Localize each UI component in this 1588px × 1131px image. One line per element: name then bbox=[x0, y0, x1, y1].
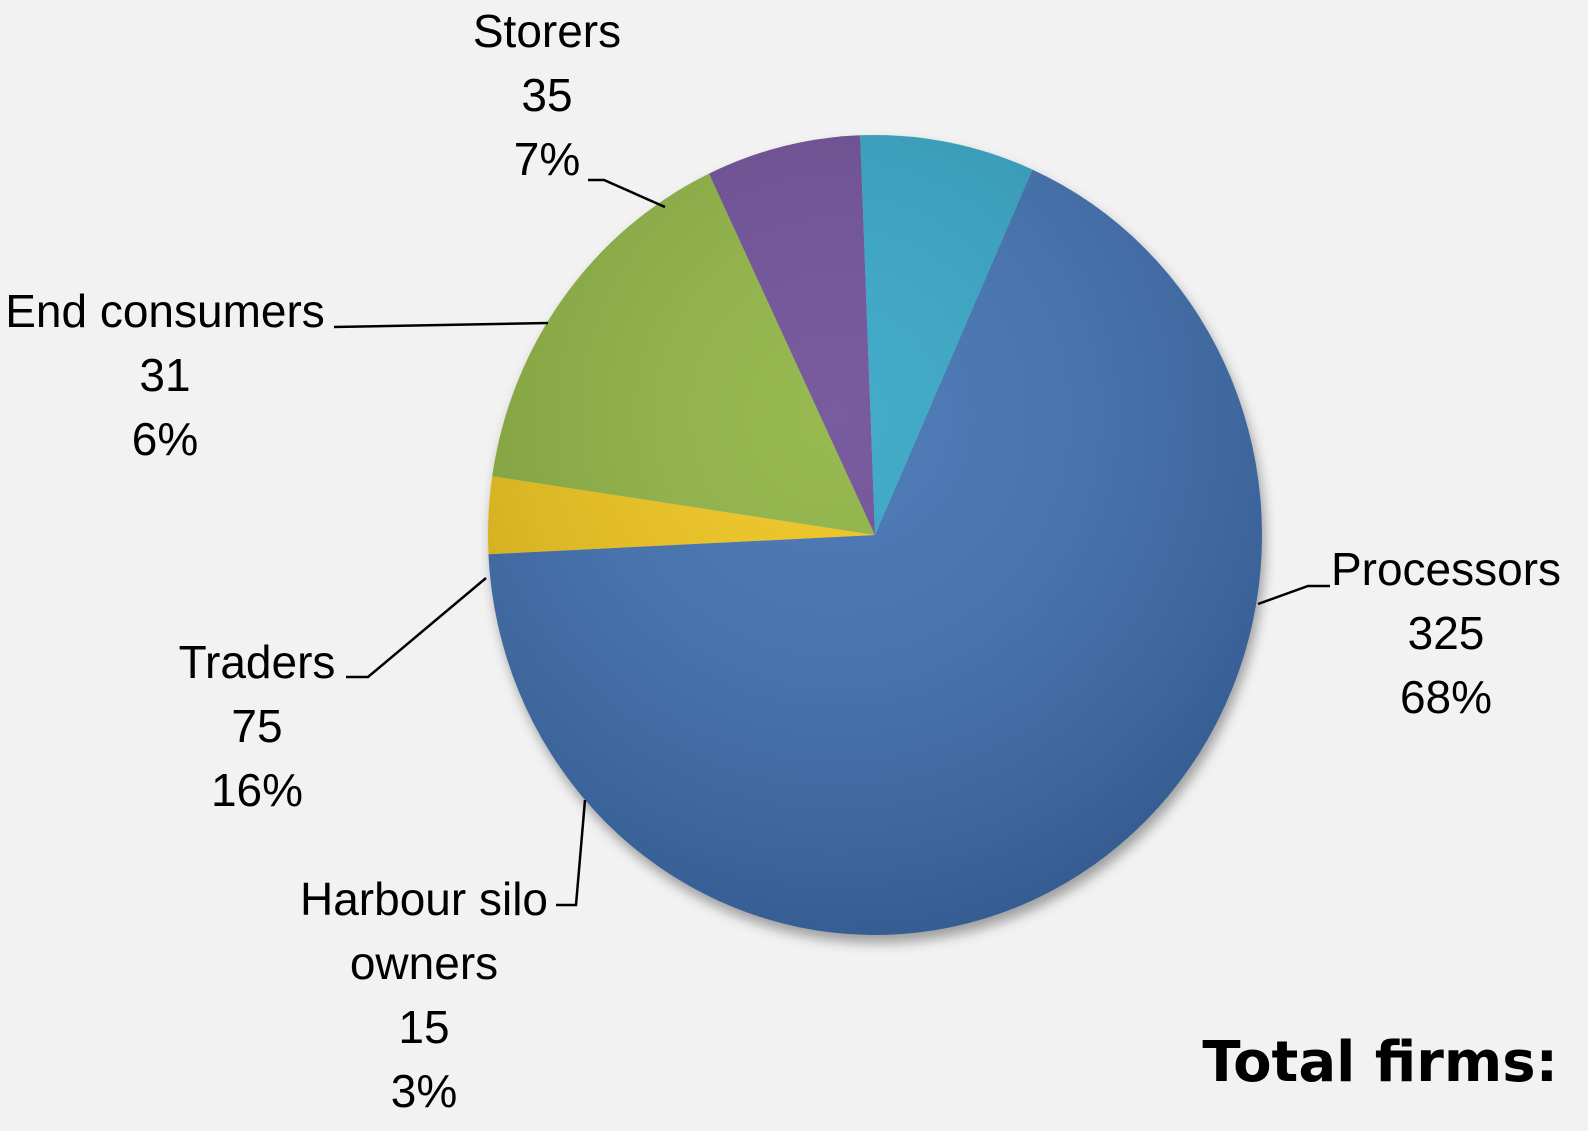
slice-label-traders: Traders bbox=[179, 636, 336, 688]
leader-line-processors bbox=[1257, 584, 1330, 606]
slice-percent-traders: 16% bbox=[211, 764, 303, 816]
slice-percent-processors: 68% bbox=[1400, 671, 1492, 723]
slice-percent-storers: 7% bbox=[514, 133, 580, 185]
slice-percent-harbour-silo-owners: 3% bbox=[391, 1065, 457, 1117]
slice-value-processors: 325 bbox=[1408, 607, 1485, 659]
leader-line-end-consumers bbox=[333, 321, 549, 329]
slice-value-storers: 35 bbox=[521, 69, 572, 121]
slice-value-harbour-silo-owners: 15 bbox=[398, 1001, 449, 1053]
leader-line-traders bbox=[346, 577, 487, 679]
slice-label-harbour-silo-owners-line-2: owners bbox=[350, 937, 498, 989]
slice-label-processors: Processors bbox=[1331, 543, 1561, 595]
slice-label-end-consumers: End consumers bbox=[5, 285, 325, 337]
leader-lines bbox=[333, 178, 1330, 907]
slice-label-storers: Storers bbox=[473, 5, 621, 57]
slice-value-end-consumers: 31 bbox=[139, 349, 190, 401]
total-firms-label: Total firms: bbox=[1202, 1030, 1558, 1095]
leader-line-harbour-silo-owners bbox=[556, 799, 587, 907]
pie-slices bbox=[488, 134, 1263, 935]
leader-line-storers bbox=[588, 178, 666, 209]
slice-value-traders: 75 bbox=[231, 700, 282, 752]
slice-label-harbour-silo-owners-line-1: Harbour silo bbox=[300, 873, 548, 925]
slice-labels: Processors 325 68% Harbour silo owners 15 3% Tr… bbox=[5, 5, 1561, 1117]
slice-percent-end-consumers: 6% bbox=[132, 413, 198, 465]
